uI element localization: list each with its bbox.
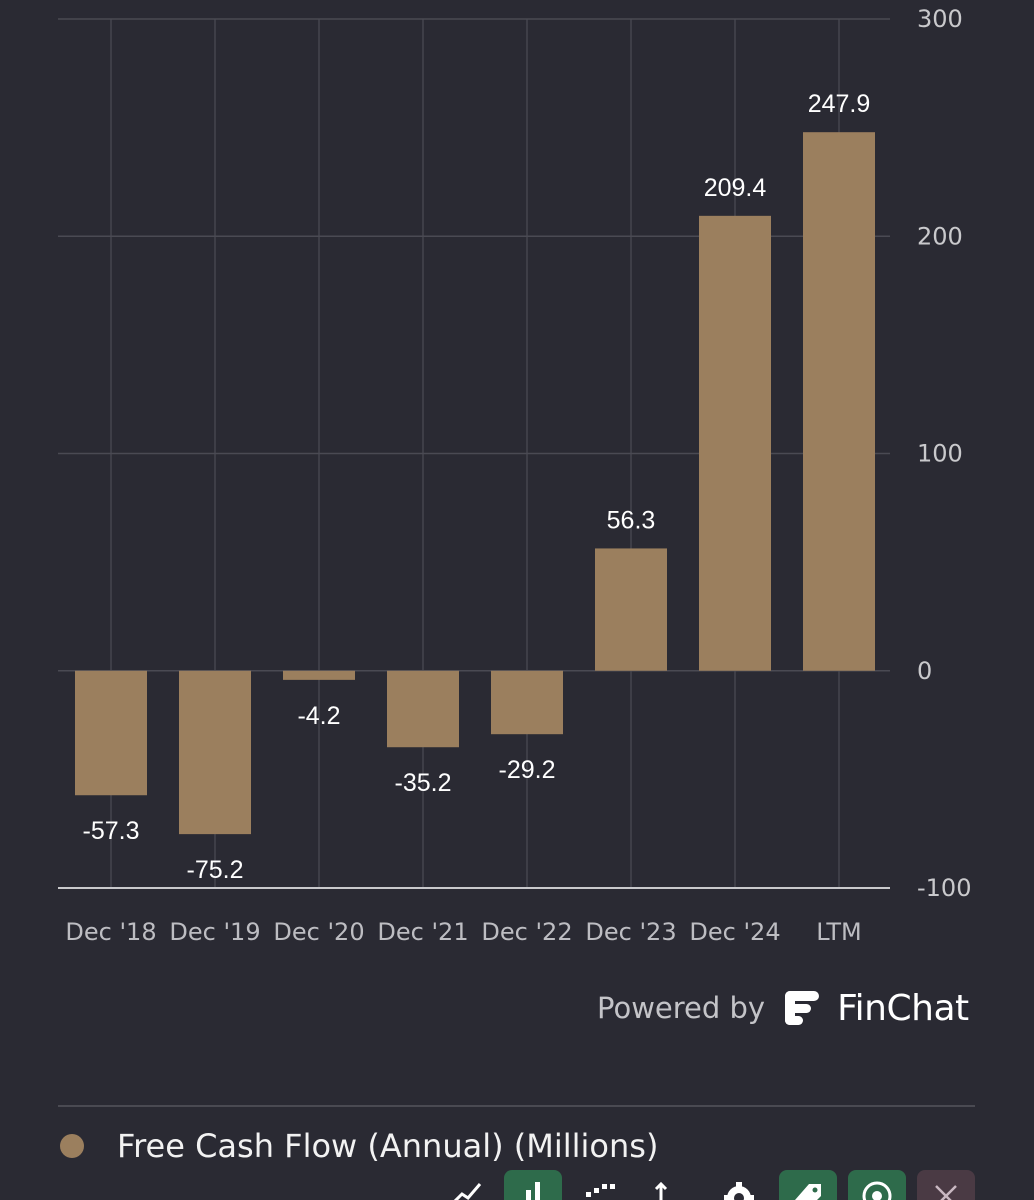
data-label: -35.2 [395, 769, 452, 797]
x-tick-label: Dec '23 [585, 918, 676, 946]
legend-label: Free Cash Flow (Annual) (Millions) [117, 1127, 659, 1165]
x-tick-label: Dec '21 [377, 918, 468, 946]
data-label: -75.2 [187, 856, 244, 884]
bar-chart-icon [526, 1182, 540, 1200]
bars [75, 132, 875, 835]
y-tick-label: 100 [917, 440, 963, 468]
data-label: -29.2 [499, 756, 556, 784]
data-label: 56.3 [607, 506, 656, 534]
bar [803, 132, 875, 671]
x-tick-label: Dec '24 [689, 918, 780, 946]
bar-chart: -57.3 -75.2 -4.2 -35.2 -29.2 56.3 209.4 247.9 3… [58, 5, 971, 946]
chart-toolbar [440, 1170, 1000, 1200]
bar [491, 670, 563, 735]
brand-name: FinChat [837, 987, 969, 1029]
data-label: -4.2 [297, 702, 340, 730]
sort-arrows-icon [654, 1181, 668, 1200]
stacked-bars-icon [586, 1184, 615, 1197]
sort-button[interactable] [632, 1170, 690, 1200]
tag-button[interactable] [779, 1170, 837, 1200]
legend-color-dot [60, 1134, 84, 1158]
data-label: -57.3 [83, 817, 140, 845]
bar [387, 670, 459, 748]
y-tick-label: 200 [917, 222, 963, 250]
powered-by[interactable]: Powered by FinChat [597, 982, 969, 1034]
settings-button[interactable] [710, 1170, 768, 1200]
visibility-button[interactable] [848, 1170, 906, 1200]
bar [283, 670, 355, 680]
y-tick-label: 300 [917, 5, 963, 33]
y-axis-ticks: 300 200 100 0 -100 [917, 5, 971, 902]
y-tick-label: -100 [917, 874, 971, 902]
legend-divider [58, 1105, 975, 1107]
data-labels: -57.3 -75.2 -4.2 -35.2 -29.2 56.3 209.4 247.9 [83, 90, 871, 884]
y-tick-label: 0 [917, 657, 932, 685]
close-button[interactable] [917, 1170, 975, 1200]
bar [595, 548, 667, 671]
close-icon [935, 1185, 957, 1200]
tag-icon [795, 1184, 821, 1200]
line-chart-icon [453, 1183, 482, 1200]
legend[interactable]: Free Cash Flow (Annual) (Millions) [60, 1122, 658, 1170]
eye-icon [862, 1181, 892, 1200]
x-tick-label: Dec '18 [65, 918, 156, 946]
line-chart-button[interactable] [440, 1170, 498, 1200]
bar-chart-button[interactable] [504, 1170, 562, 1200]
stacked-bars-button[interactable] [572, 1170, 630, 1200]
data-label: 247.9 [808, 90, 871, 118]
powered-by-text: Powered by [597, 991, 766, 1025]
finchat-logo-icon [785, 991, 820, 1025]
x-tick-label: Dec '19 [169, 918, 260, 946]
x-axis-ticks: Dec '18 Dec '19 Dec '20 Dec '21 Dec '22 Dec '… [65, 918, 861, 946]
bar [699, 215, 771, 671]
x-tick-label: Dec '20 [273, 918, 364, 946]
bar [179, 670, 251, 835]
x-tick-label: Dec '22 [481, 918, 572, 946]
data-label: 209.4 [704, 174, 767, 202]
x-tick-label: LTM [816, 918, 861, 946]
gear-icon [724, 1182, 754, 1200]
bar [75, 670, 147, 796]
